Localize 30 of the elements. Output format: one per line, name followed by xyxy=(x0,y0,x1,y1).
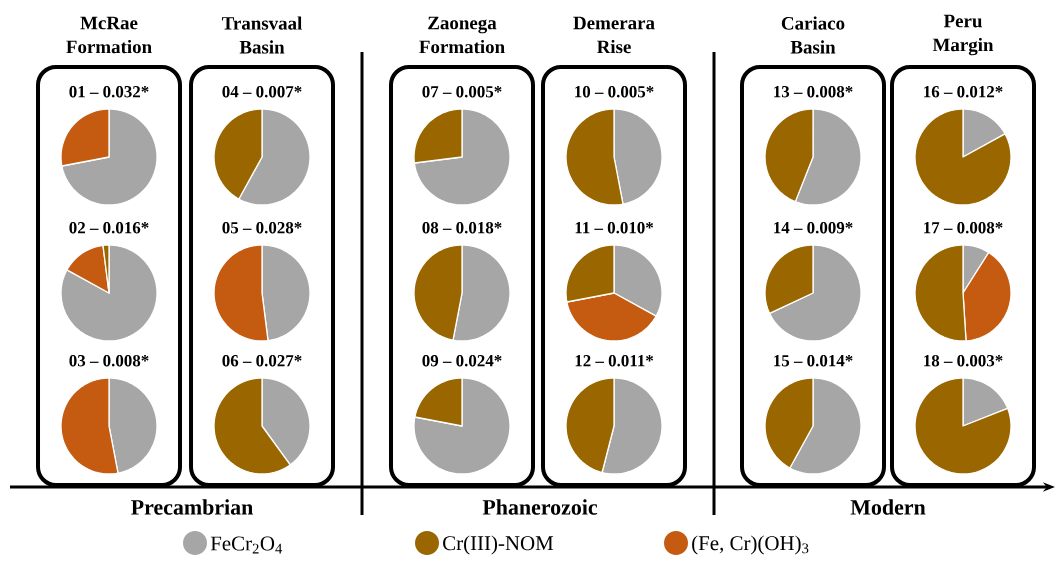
chart-title: 03 – 0.008* xyxy=(69,354,149,367)
chart-title: 10 – 0.005* xyxy=(575,85,654,98)
chart-title: 12 – 0.011* xyxy=(575,355,654,367)
legend-label: (Fe, Cr)(OH)$_{3}$ xyxy=(692,535,809,555)
chart-title: 07 – 0.005* xyxy=(422,86,502,98)
chart-title: 14 – 0.009* xyxy=(774,222,853,234)
chart-title: 13 – 0.008* xyxy=(774,85,853,98)
chart-title: 06 – 0.027* xyxy=(222,355,302,367)
chart-title: 16 – 0.012* xyxy=(924,86,1003,98)
chart-title: 17 – 0.008* xyxy=(924,222,1003,234)
text: Peru Margin xyxy=(932,14,994,56)
text: Modern xyxy=(850,499,926,515)
legend-label: Cr(III)-NOM xyxy=(443,535,554,555)
chart-title: 01 – 0.032* xyxy=(69,85,149,98)
text: Zaonega Formation xyxy=(419,16,505,54)
chart-title: 15 – 0.014* xyxy=(774,354,853,367)
text: Cariaco Basin xyxy=(781,16,845,54)
chart-title: 02 – 0.016* xyxy=(69,222,149,234)
chart-title: 11 – 0.010* xyxy=(575,222,654,234)
text: Phanerozoic xyxy=(482,499,598,515)
chart-title: 04 – 0.007* xyxy=(222,85,302,98)
text: Transvaal Basin xyxy=(221,16,302,54)
text: Demerara Rise xyxy=(573,16,655,54)
chart-title: 08 – 0.018* xyxy=(422,222,502,234)
legend-label: FeCr$_{2}$O$_{4}$ xyxy=(210,536,283,554)
text: Precambrian xyxy=(131,499,253,515)
chart-title: 18 – 0.003* xyxy=(924,355,1003,367)
chart-title: 05 – 0.028* xyxy=(222,222,302,234)
chart-title: 09 – 0.024* xyxy=(422,355,502,367)
text: McRae Formation xyxy=(66,16,152,54)
